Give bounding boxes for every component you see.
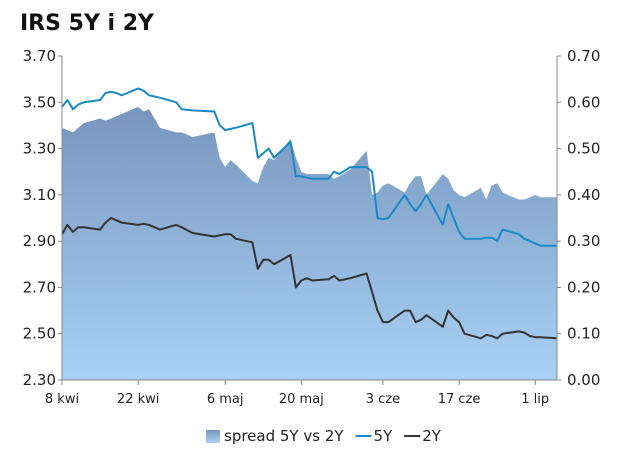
left-tick-label: 3.50 [23,93,56,111]
right-tick-label: 0.60 [567,93,600,111]
series-line-2y [61,217,558,340]
right-tick-label: 0.40 [567,186,600,204]
series-area-spread [62,106,557,381]
x-tick-label: 3 cze [366,392,400,407]
right-tick-label: 0.20 [567,278,600,296]
legend-swatch-spread-5y-vs-2y [206,430,220,443]
series-line-5y [61,87,557,247]
x-tick-label: 1 lip [521,392,549,407]
left-tick-label: 2.70 [23,278,56,296]
legend: spread 5Y vs 2Y 5Y 2Y [206,427,442,445]
right-tick-label: 0.30 [567,232,600,250]
left-tick-label: 3.30 [23,140,56,158]
x-tick-label: 8 kwi [45,392,79,407]
x-tick-label: 20 maj [279,392,324,407]
left-tick-label: 2.30 [23,371,56,389]
right-tick-label: 0.70 [567,47,600,65]
legend-label-2y: 2Y [422,427,442,445]
axes: 2.30 2.50 2.70 2.90 3.10 3.30 3.50 3.70 0.00 0.10… [23,47,601,407]
right-tick-label: 0.10 [567,325,600,343]
left-tick-label: 2.90 [23,232,56,250]
left-tick-label: 3.10 [23,186,56,204]
legend-label-spread-5y-vs-2y: spread 5Y vs 2Y [224,427,344,445]
x-tick-label: 6 maj [207,392,244,407]
plot-area [61,87,558,381]
x-tick-label: 17 cze [438,392,481,407]
legend-label-5y: 5Y [374,427,394,445]
right-tick-label: 0.00 [567,371,600,389]
x-tick-label: 22 kwi [117,392,159,407]
left-tick-label: 2.50 [23,325,56,343]
right-tick-label: 0.50 [567,140,600,158]
left-tick-label: 3.70 [23,47,56,65]
chart-title: IRS 5Y i 2Y [20,11,155,36]
